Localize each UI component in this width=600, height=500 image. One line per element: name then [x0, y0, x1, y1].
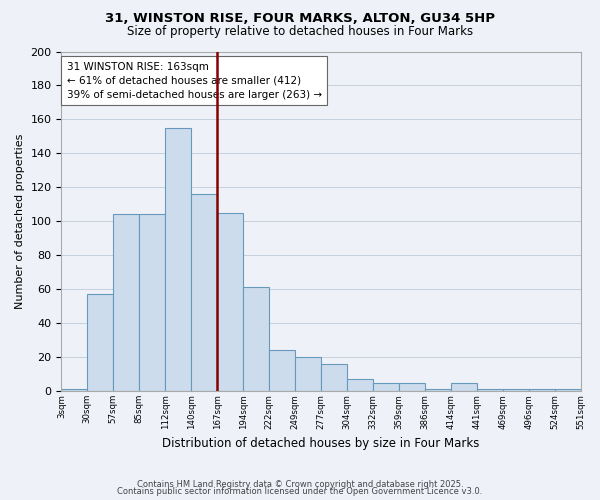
- Bar: [399, 382, 425, 391]
- Bar: [191, 194, 217, 391]
- Bar: [217, 213, 243, 391]
- Bar: [321, 364, 347, 391]
- Bar: [295, 357, 321, 391]
- Bar: [88, 294, 113, 391]
- Text: Contains HM Land Registry data © Crown copyright and database right 2025.: Contains HM Land Registry data © Crown c…: [137, 480, 463, 489]
- Bar: [451, 382, 476, 391]
- Bar: [347, 379, 373, 391]
- Y-axis label: Number of detached properties: Number of detached properties: [15, 134, 25, 309]
- X-axis label: Distribution of detached houses by size in Four Marks: Distribution of detached houses by size …: [162, 437, 479, 450]
- Bar: [113, 214, 139, 391]
- Bar: [243, 288, 269, 391]
- Bar: [554, 390, 581, 391]
- Bar: [165, 128, 191, 391]
- Bar: [373, 382, 399, 391]
- Bar: [269, 350, 295, 391]
- Bar: [61, 390, 88, 391]
- Bar: [503, 390, 529, 391]
- Text: Contains public sector information licensed under the Open Government Licence v3: Contains public sector information licen…: [118, 487, 482, 496]
- Text: Size of property relative to detached houses in Four Marks: Size of property relative to detached ho…: [127, 25, 473, 38]
- Text: 31 WINSTON RISE: 163sqm
← 61% of detached houses are smaller (412)
39% of semi-d: 31 WINSTON RISE: 163sqm ← 61% of detache…: [67, 62, 322, 100]
- Bar: [529, 390, 554, 391]
- Bar: [425, 390, 451, 391]
- Text: 31, WINSTON RISE, FOUR MARKS, ALTON, GU34 5HP: 31, WINSTON RISE, FOUR MARKS, ALTON, GU3…: [105, 12, 495, 26]
- Bar: [476, 390, 503, 391]
- Bar: [139, 214, 165, 391]
